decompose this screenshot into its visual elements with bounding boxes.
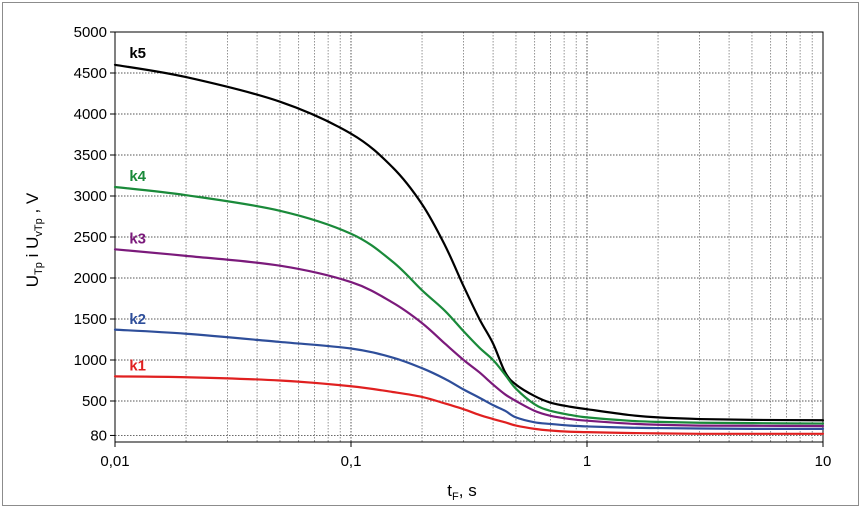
series-line-k1 bbox=[113, 375, 825, 435]
axes bbox=[110, 31, 824, 447]
grid bbox=[114, 31, 823, 442]
x-tick-label: 1 bbox=[583, 453, 591, 470]
y-tick-label: 2000 bbox=[74, 270, 107, 287]
series-line-k2 bbox=[113, 328, 825, 431]
x-axis-title: tF, s bbox=[447, 481, 476, 503]
y-tick-label: 2500 bbox=[74, 229, 107, 246]
y-tick-label: 1500 bbox=[74, 311, 107, 328]
y-tick-label: 3000 bbox=[74, 188, 107, 205]
y-tick-label: 5000 bbox=[74, 24, 107, 41]
y-tick-label: 4000 bbox=[74, 106, 107, 123]
y-tick-labels: 80 500 1000 1500 2000 2500 3000 3500 4000 4500 500… bbox=[74, 24, 107, 444]
series-label-k5: k5 bbox=[129, 45, 146, 62]
series-line-k3 bbox=[113, 248, 825, 428]
y-tick-label: 3500 bbox=[74, 147, 107, 164]
series-label-k1: k1 bbox=[129, 358, 146, 375]
y-tick-label: 80 bbox=[90, 427, 107, 444]
series-lines bbox=[113, 63, 825, 435]
series-line-k4 bbox=[113, 185, 825, 425]
series-label-k2: k2 bbox=[129, 311, 146, 328]
x-tick-label: 0,1 bbox=[341, 453, 362, 470]
x-tick-label: 0,01 bbox=[100, 453, 129, 470]
series-line-k5 bbox=[113, 63, 825, 422]
y-tick-label: 500 bbox=[82, 393, 107, 410]
x-tick-label: 10 bbox=[815, 453, 832, 470]
x-tick-labels: 0,01 0,1 1 10 bbox=[100, 453, 831, 470]
y-axis-title: UTp i UvTp , V bbox=[23, 192, 45, 287]
series-labels: k5 k4 k3 k2 k1 bbox=[129, 45, 146, 374]
series-label-k3: k3 bbox=[129, 231, 146, 248]
y-tick-label: 1000 bbox=[74, 352, 107, 369]
series-label-k4: k4 bbox=[129, 168, 146, 185]
y-tick-label: 4500 bbox=[74, 65, 107, 82]
